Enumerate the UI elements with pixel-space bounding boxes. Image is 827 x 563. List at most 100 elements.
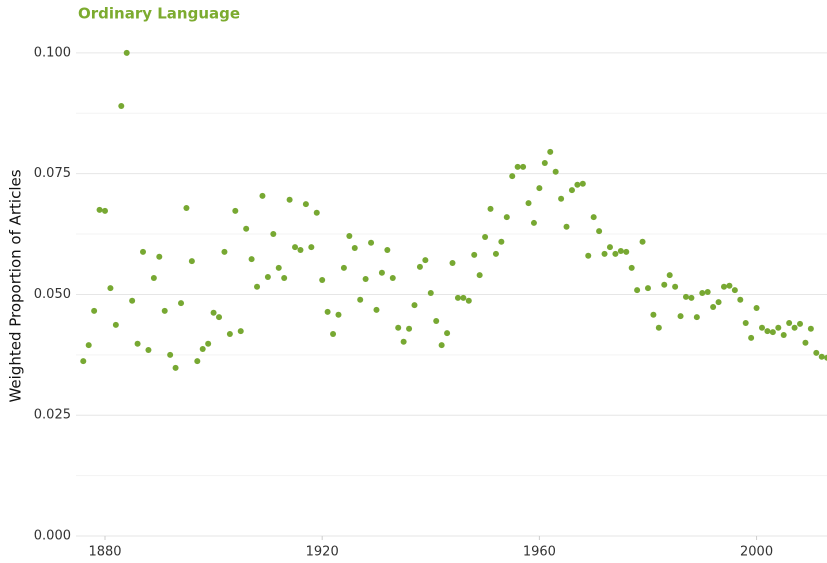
point: [612, 250, 619, 257]
y-tick-label: 0.100: [34, 45, 71, 60]
point: [563, 223, 570, 230]
point: [140, 248, 147, 255]
point: [639, 238, 646, 245]
point: [400, 338, 407, 345]
point: [330, 331, 337, 338]
point: [601, 250, 608, 257]
point: [650, 311, 657, 318]
point: [786, 319, 793, 326]
point: [80, 358, 87, 365]
x-tick-label: 2000: [740, 545, 773, 560]
point: [216, 314, 223, 321]
point: [107, 285, 114, 292]
point: [520, 163, 527, 170]
y-tick-label: 0.025: [34, 408, 71, 423]
point: [791, 324, 798, 331]
point: [780, 332, 787, 339]
x-tick-label: 1880: [88, 545, 121, 560]
point: [346, 232, 353, 239]
point: [644, 285, 651, 292]
point: [183, 204, 190, 211]
point: [590, 214, 597, 221]
point: [351, 245, 358, 252]
point: [444, 330, 451, 337]
point: [460, 294, 467, 301]
point: [384, 246, 391, 253]
point: [606, 244, 613, 251]
point: [503, 214, 510, 221]
point: [558, 195, 565, 202]
point: [797, 320, 804, 327]
point: [818, 353, 825, 360]
point: [547, 148, 554, 155]
y-tick-label: 0.000: [34, 529, 71, 544]
point: [161, 307, 168, 314]
point: [150, 275, 157, 282]
point: [514, 163, 521, 170]
point: [406, 325, 413, 332]
point: [118, 103, 125, 110]
point: [373, 306, 380, 313]
point: [308, 244, 315, 251]
x-tick-label: 1920: [306, 545, 339, 560]
point: [243, 225, 250, 232]
point: [427, 289, 434, 296]
point: [357, 296, 364, 303]
point: [221, 248, 228, 255]
point: [449, 260, 456, 267]
point: [281, 275, 288, 282]
point: [596, 228, 603, 235]
chart-title: Ordinary Language: [78, 5, 240, 23]
point: [454, 294, 461, 301]
point: [476, 272, 483, 279]
point: [623, 248, 630, 255]
point: [753, 304, 760, 311]
point: [264, 274, 271, 281]
point: [194, 358, 201, 365]
point: [199, 346, 206, 353]
point: [715, 299, 722, 306]
point: [775, 324, 782, 331]
point: [297, 246, 304, 253]
point: [813, 349, 820, 356]
point: [465, 297, 472, 304]
point: [438, 342, 445, 349]
point: [340, 264, 347, 271]
point: [688, 294, 695, 301]
point: [693, 314, 700, 321]
point: [699, 289, 706, 296]
point: [487, 205, 494, 212]
y-tick-label: 0.075: [34, 166, 71, 181]
point: [178, 300, 185, 307]
point: [742, 319, 749, 326]
point: [101, 207, 108, 214]
point: [232, 207, 239, 214]
y-tick-label: 0.050: [34, 287, 71, 302]
point: [112, 321, 119, 328]
point: [129, 297, 136, 304]
point: [205, 340, 212, 347]
point: [378, 269, 385, 276]
point: [188, 258, 195, 265]
point: [726, 282, 733, 289]
point: [731, 287, 738, 294]
point: [433, 318, 440, 325]
point: [661, 281, 668, 288]
point: [91, 307, 98, 314]
point: [498, 238, 505, 245]
point: [769, 329, 776, 336]
point: [802, 339, 809, 346]
point: [362, 275, 369, 282]
point: [704, 289, 711, 296]
point: [96, 206, 103, 213]
point: [579, 180, 586, 187]
point: [302, 201, 309, 208]
point: [617, 247, 624, 254]
point: [319, 276, 326, 283]
point: [585, 252, 592, 259]
point: [807, 325, 814, 332]
point: [313, 209, 320, 216]
point: [682, 293, 689, 300]
point: [530, 219, 537, 226]
